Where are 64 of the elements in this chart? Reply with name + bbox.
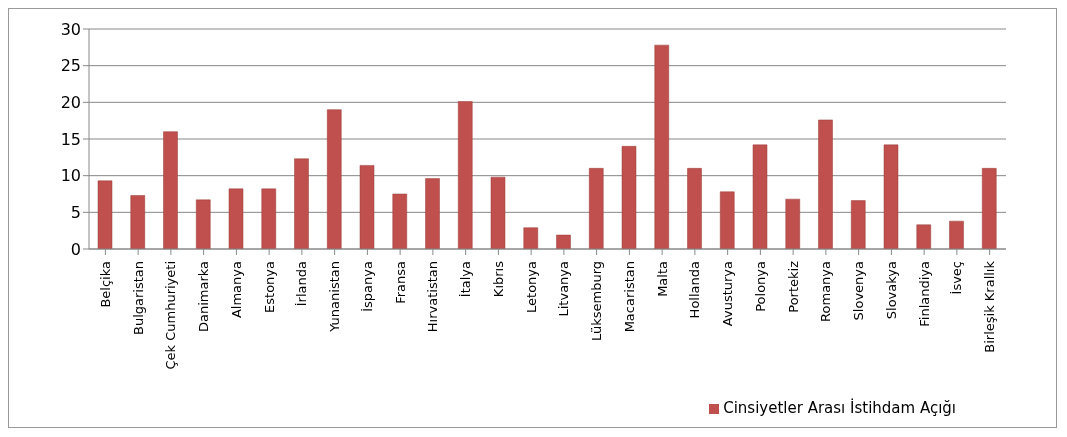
bar (720, 191, 735, 249)
bar (752, 144, 768, 249)
bar (490, 176, 506, 249)
x-tick-label: Portekiz (785, 260, 801, 313)
bar (392, 193, 407, 249)
y-tick-label: 30 (60, 19, 81, 39)
x-tick-label: Hollanda (687, 261, 703, 319)
bar (97, 180, 113, 249)
x-tick-label: Romanya (818, 261, 834, 322)
x-tick-label: İsveç (949, 261, 965, 295)
bar (851, 200, 866, 249)
x-tick-label: Macaristan (621, 261, 637, 333)
x-tick-label: Avusturya (720, 261, 736, 327)
y-tick-label: 15 (60, 129, 81, 149)
bar (425, 178, 440, 249)
bar (327, 109, 342, 249)
x-tick-label: Birleşik Krallık (982, 260, 998, 353)
y-tick-label: 20 (60, 93, 81, 113)
x-tick-label: Litvanya (556, 261, 572, 317)
x-tick-label: Yunanistan (327, 261, 343, 333)
bar (982, 168, 997, 249)
bar (196, 199, 211, 249)
x-tick-label: Estonya (261, 261, 277, 313)
x-tick-label: İrlanda (294, 261, 310, 307)
x-tick-label: Slovakya (883, 261, 899, 320)
x-tick-label: İspanya (359, 261, 375, 312)
bar (359, 165, 375, 249)
x-tick-label: Danimarka (196, 261, 212, 333)
bar (130, 195, 145, 249)
bar (163, 131, 178, 249)
bar (883, 144, 899, 249)
y-tick-label: 0 (70, 239, 81, 259)
x-tick-label: İtalya (458, 261, 474, 298)
bar (621, 146, 637, 249)
x-tick-label: Almanya (228, 261, 244, 319)
bar (916, 224, 931, 249)
legend-label: Cinsiyetler Arası İstihdam Açığı (723, 399, 956, 417)
bar (458, 101, 473, 249)
x-tick-label: Belçika (97, 261, 113, 308)
x-tick-label: Bulgaristan (130, 261, 146, 336)
bar (261, 188, 276, 249)
y-tick-label: 10 (60, 166, 81, 186)
x-tick-label: Slovenya (851, 261, 867, 321)
bar (228, 188, 244, 249)
x-tick-label: Lüksemburg (589, 261, 605, 342)
x-tick-label: Polonya (752, 261, 768, 312)
bar (523, 227, 538, 249)
x-tick-label: Fransa (392, 261, 408, 304)
x-tick-label: Çek Cumhuriyeti (163, 261, 179, 370)
bar (818, 119, 833, 249)
y-tick-label: 5 (70, 203, 81, 223)
x-tick-label: Malta (654, 261, 670, 297)
x-tick-label: Hırvatistan (425, 261, 441, 333)
y-tick-label: 25 (60, 56, 81, 76)
bar (687, 168, 702, 249)
x-tick-label: Kıbrıs (490, 260, 506, 298)
x-tick-label: Letonya (523, 261, 539, 313)
bar (949, 220, 964, 249)
bar (654, 44, 669, 249)
bar (589, 168, 604, 249)
bar (556, 234, 571, 249)
x-tick-label: Finlandiya (916, 261, 932, 327)
bar (785, 198, 800, 249)
bar (294, 158, 309, 249)
